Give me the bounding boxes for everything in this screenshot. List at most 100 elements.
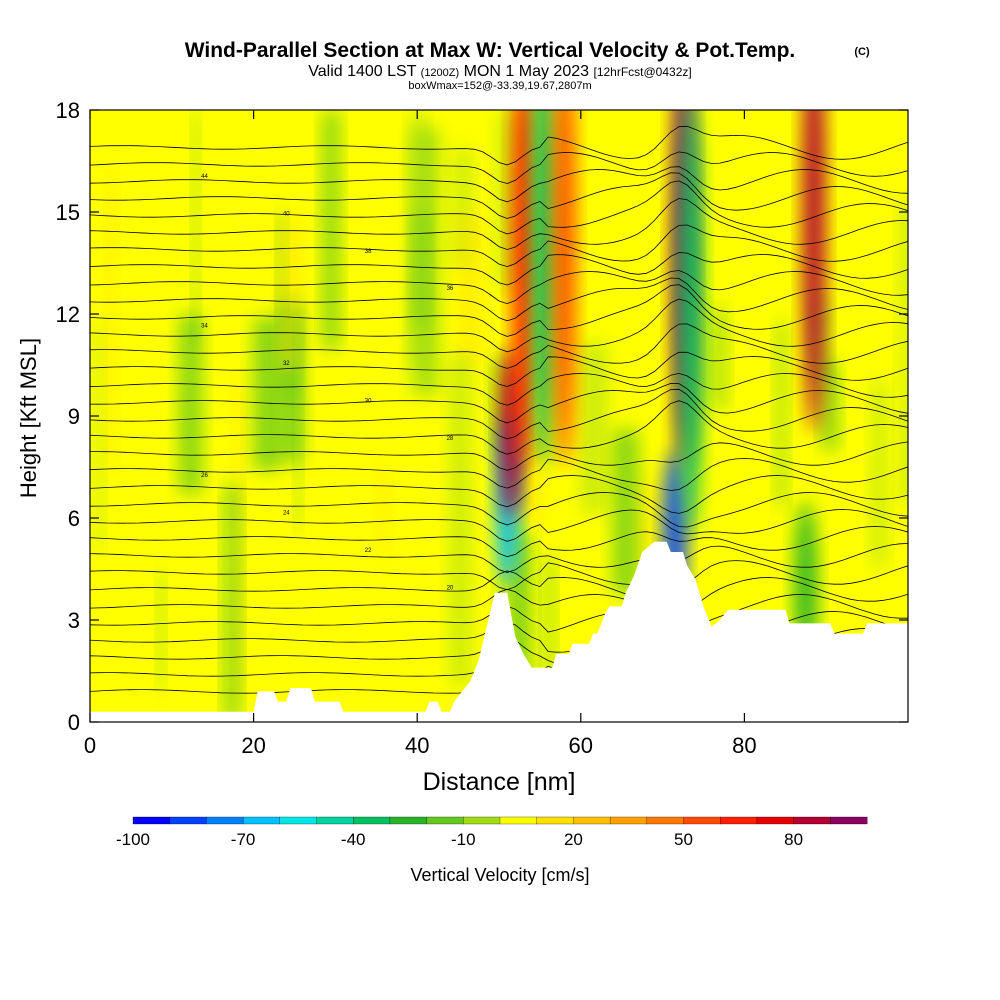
y-tick-label: 6 <box>68 506 80 531</box>
subtitle-forecast: [12hrFcst@0432z] <box>593 65 691 79</box>
x-tick-label: 80 <box>732 733 756 758</box>
subtitle-date: MON 1 May 2023 <box>464 63 589 80</box>
x-tick-label: 60 <box>569 733 593 758</box>
isentrope-line <box>90 166 908 203</box>
y-tick-label: 9 <box>68 404 80 429</box>
isentrope-line <box>90 570 908 615</box>
isentrope-line <box>90 526 908 558</box>
isentrope-line <box>90 400 908 455</box>
y-tick-label: 0 <box>68 710 80 735</box>
velocity-streak <box>459 210 482 371</box>
colorbar-tick-label: 80 <box>784 830 803 849</box>
isentrope-line <box>90 172 908 219</box>
isentrope-label: 38 <box>365 249 372 255</box>
x-tick-label: 40 <box>405 733 429 758</box>
subtitle-valid: Valid 1400 LST <box>308 63 416 80</box>
velocity-streak <box>710 306 727 412</box>
velocity-streak <box>280 218 300 370</box>
colorbar-swatch <box>793 816 831 825</box>
isentrope-line <box>90 284 908 337</box>
terrain <box>90 541 908 722</box>
velocity-streak <box>581 342 608 513</box>
velocity-feature <box>512 110 535 467</box>
chart-subtitle: Valid 1400 LST (1200Z) MON 1 May 2023 [1… <box>308 63 691 80</box>
x-tick-label: 0 <box>84 733 96 758</box>
isentrope-label: 28 <box>447 436 454 442</box>
isentrope-line <box>90 509 908 542</box>
isentrope-line <box>90 543 908 573</box>
y-tick-label: 15 <box>56 200 80 225</box>
velocity-feature <box>679 110 703 535</box>
velocity-streak <box>157 570 165 690</box>
velocity-streak <box>775 319 788 508</box>
isentrope-line <box>90 277 908 322</box>
velocity-streak <box>900 298 908 409</box>
isentrope-line <box>90 125 908 166</box>
velocity-streak <box>95 323 104 551</box>
colorbar-swatch <box>206 816 244 825</box>
velocity-streak <box>838 125 863 463</box>
isentrope-line <box>90 151 908 184</box>
isentrope-line <box>90 388 908 440</box>
isentrope-line <box>90 180 908 235</box>
colorbar-swatch <box>609 816 648 825</box>
velocity-streak <box>224 483 240 722</box>
colorbar-swatch <box>426 816 464 825</box>
colorbar: -100 -70 -40 -10 20 50 80 <box>116 816 868 849</box>
isentrope-line <box>90 270 908 305</box>
colorbar-tick-label: -100 <box>116 830 150 849</box>
isentrope-label: 26 <box>201 473 208 479</box>
y-axis-label: Height [Kft MSL] <box>16 338 41 498</box>
isentrope-line <box>90 351 908 387</box>
colorbar-tick-label: 20 <box>564 830 583 849</box>
isentrope-contours: 44 40 38 36 34 32 30 28 26 24 22 20 <box>90 125 908 716</box>
velocity-streak <box>612 428 639 595</box>
colorbar-swatch <box>463 816 501 825</box>
colorbar-swatch <box>389 816 428 825</box>
isentrope-line <box>90 458 908 491</box>
velocity-streak <box>253 317 281 471</box>
isentrope-label: 34 <box>201 324 208 330</box>
velocity-streak <box>107 172 117 467</box>
y-tick-label: 18 <box>56 98 80 123</box>
plot-area: 44 40 38 36 34 32 30 28 26 24 22 20 <box>90 110 908 722</box>
colorbar-tick-label: -40 <box>341 830 366 849</box>
isentrope-line <box>90 252 908 286</box>
velocity-streak <box>192 110 199 345</box>
x-tick-label: 20 <box>241 733 265 758</box>
isentrope-line <box>90 298 908 353</box>
x-axis: 0 20 40 60 80 <box>84 110 757 758</box>
velocity-streak <box>179 313 202 495</box>
chart-title: Wind-Parallel Section at Max W: Vertical… <box>185 39 796 62</box>
isentrope-line <box>90 382 908 424</box>
isentrope-label: 32 <box>283 361 290 367</box>
isentrope-line <box>90 372 908 406</box>
isentrope-line <box>90 198 908 250</box>
colorbar-swatch <box>169 816 207 825</box>
isentrope-line <box>90 441 908 471</box>
velocity-streak <box>216 127 242 386</box>
isentrope-line <box>90 560 908 591</box>
isentrope-line <box>90 492 908 528</box>
velocity-feature <box>802 110 826 433</box>
isentrope-line <box>90 588 908 632</box>
isentrope-line <box>90 475 908 514</box>
colorbar-label: Vertical Velocity [cm/s] <box>410 865 589 885</box>
colorbar-tick-label: -70 <box>231 830 256 849</box>
velocity-feature <box>532 110 556 467</box>
colorbar-swatch <box>573 816 611 825</box>
colorbar-swatch <box>830 816 868 825</box>
velocity-streak <box>322 110 340 351</box>
isentrope-label: 40 <box>283 211 290 217</box>
velocity-streak <box>163 519 185 700</box>
velocity-feature <box>552 110 576 467</box>
colorbar-swatch <box>242 816 281 825</box>
isentrope-line <box>90 224 908 268</box>
colorbar-tick-label: -10 <box>451 830 476 849</box>
colorbar-tick-label: 50 <box>674 830 693 849</box>
colorbar-swatch <box>353 816 391 825</box>
velocity-streak <box>380 463 390 613</box>
colorbar-swatch <box>279 816 317 825</box>
isentrope-label: 44 <box>201 174 208 180</box>
